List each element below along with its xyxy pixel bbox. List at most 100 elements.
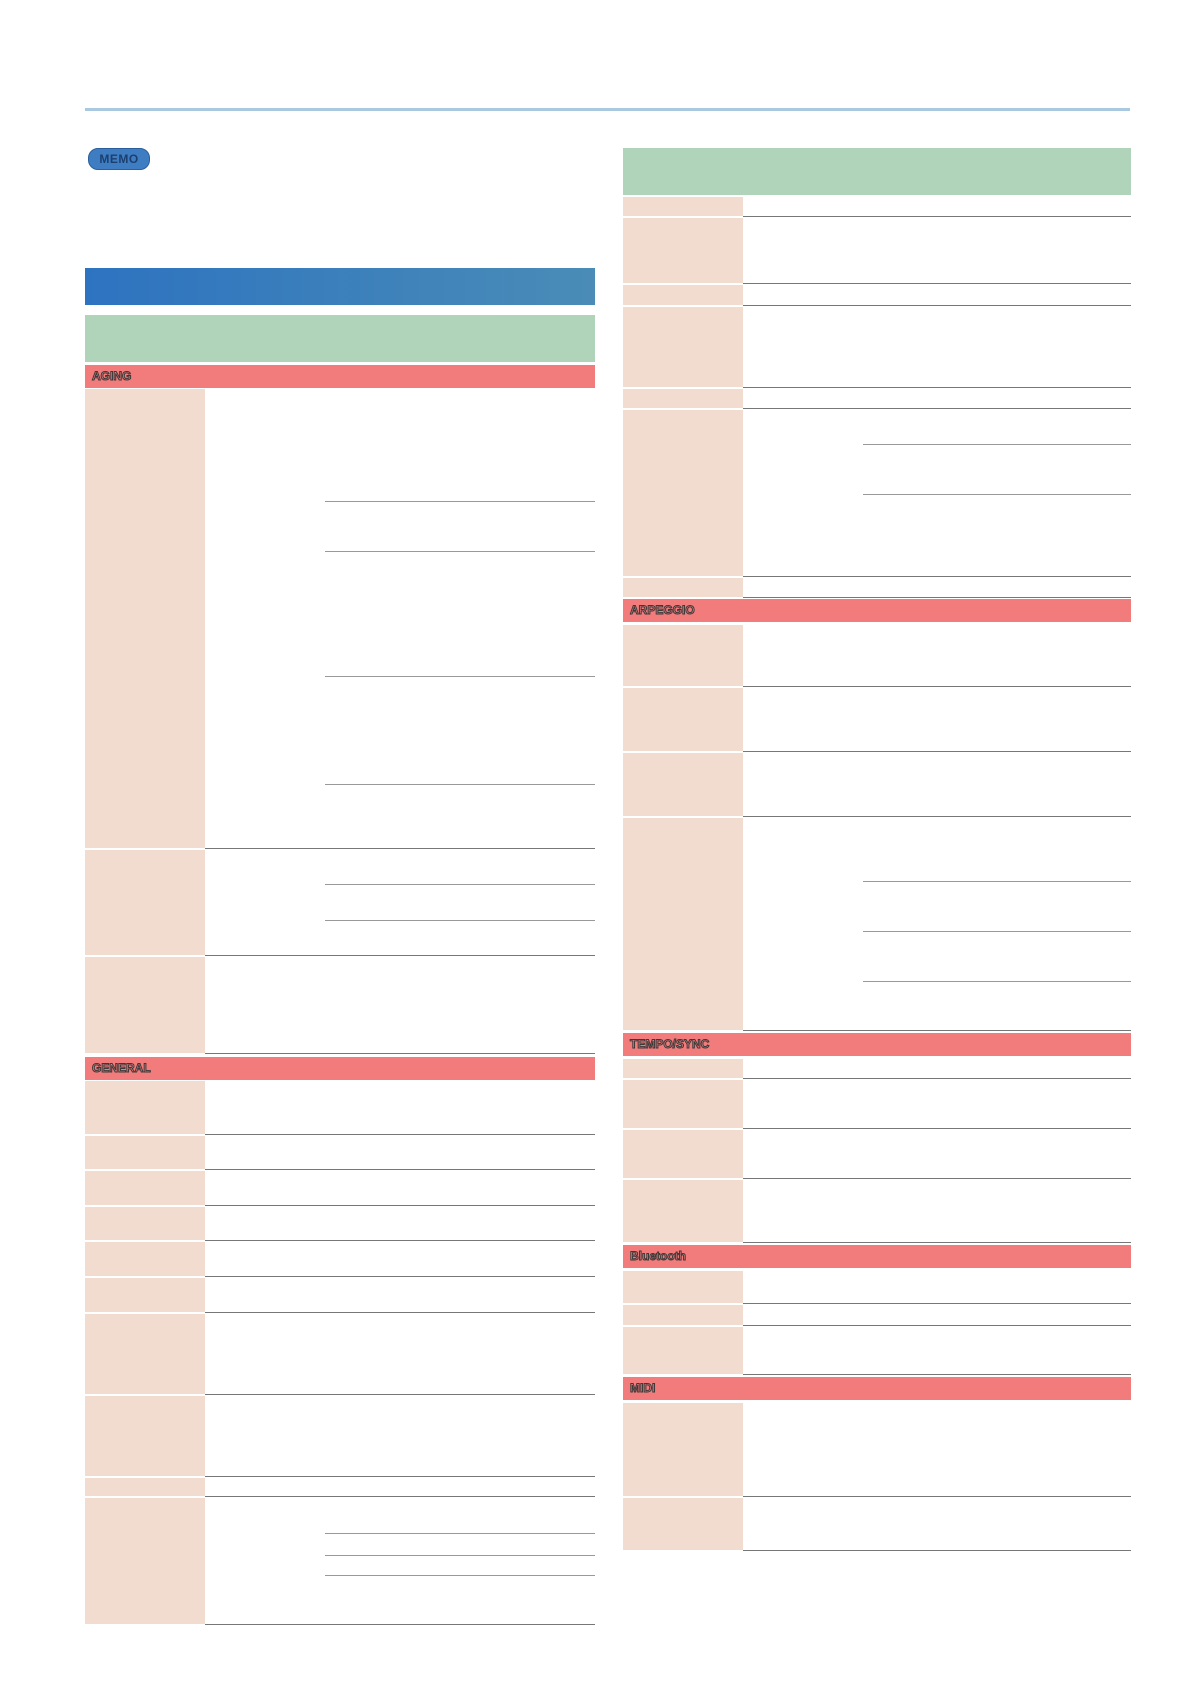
table-row <box>85 1396 595 1477</box>
row-divider <box>205 1624 595 1625</box>
row-divider <box>205 1169 595 1170</box>
row-divider <box>743 576 1131 577</box>
table-row <box>623 389 1131 409</box>
parameter-name-cell <box>623 1180 743 1242</box>
row-divider <box>743 1128 1131 1129</box>
table-row <box>85 1242 595 1277</box>
section-midi: MIDI <box>623 1377 1131 1400</box>
table-row <box>623 753 1131 817</box>
parameter-name-cell <box>623 197 743 216</box>
sub-row-divider <box>863 494 1131 495</box>
parameter-name-cell <box>623 688 743 751</box>
parameter-name-cell <box>85 1081 205 1134</box>
row-divider <box>205 1476 595 1477</box>
table-row <box>623 1080 1131 1129</box>
parameter-name-cell <box>85 1278 205 1312</box>
row-divider <box>743 305 1131 306</box>
row-divider <box>743 1178 1131 1179</box>
table-row <box>623 1271 1131 1304</box>
section-aging: AGING <box>85 365 595 388</box>
table-row <box>85 1136 595 1170</box>
row-divider <box>743 1078 1131 1079</box>
sub-row-divider <box>863 981 1131 982</box>
parameter-name-cell <box>623 753 743 816</box>
sub-row-divider <box>325 1533 595 1534</box>
table-row <box>623 1498 1131 1551</box>
row-divider <box>743 1242 1131 1243</box>
table-row <box>85 1314 595 1395</box>
sub-row-divider <box>325 920 595 921</box>
parameter-name-cell <box>623 285 743 305</box>
table-row <box>85 1171 595 1206</box>
sub-row-divider <box>325 884 595 885</box>
row-divider <box>205 1134 595 1135</box>
parameter-name-cell <box>623 1080 743 1128</box>
parameter-name-cell <box>623 1498 743 1550</box>
table-header-left <box>85 315 595 362</box>
parameter-name-cell <box>623 578 743 597</box>
table-row <box>623 1327 1131 1375</box>
table-row <box>623 1059 1131 1079</box>
parameter-name-cell <box>623 1271 743 1303</box>
row-divider <box>205 1394 595 1395</box>
row-divider <box>743 408 1131 409</box>
row-divider <box>743 216 1131 217</box>
row-divider <box>205 955 595 956</box>
row-divider <box>743 1325 1131 1326</box>
row-divider <box>205 1312 595 1313</box>
parameter-name-cell <box>85 1171 205 1205</box>
parameter-name-cell <box>85 850 205 955</box>
row-divider <box>743 1550 1131 1551</box>
table-row <box>623 1180 1131 1243</box>
table-row <box>85 1207 595 1241</box>
table-row <box>85 1081 595 1135</box>
row-divider <box>743 1030 1131 1031</box>
table-row <box>85 1278 595 1313</box>
table-row <box>623 307 1131 388</box>
table-row <box>623 410 1131 577</box>
row-divider <box>743 686 1131 687</box>
parameter-name-cell <box>85 1396 205 1476</box>
parameter-name-cell <box>85 1136 205 1169</box>
row-divider <box>743 1374 1131 1375</box>
sub-row-divider <box>863 931 1131 932</box>
row-divider <box>743 387 1131 388</box>
table-row <box>623 197 1131 217</box>
row-divider <box>743 816 1131 817</box>
table-row <box>85 850 595 956</box>
sub-row-divider <box>325 784 595 785</box>
row-divider <box>205 1240 595 1241</box>
table-row <box>623 218 1131 284</box>
parameter-name-cell <box>623 307 743 387</box>
row-divider <box>205 1276 595 1277</box>
section-arpeggio: ARPEGGIO <box>623 599 1131 622</box>
table-row <box>85 1478 595 1497</box>
parameter-name-cell <box>623 1403 743 1496</box>
row-divider <box>743 283 1131 284</box>
section-banner <box>85 268 595 305</box>
parameter-name-cell <box>623 218 743 283</box>
table-row <box>85 1498 595 1625</box>
row-divider <box>743 1496 1131 1497</box>
row-divider <box>743 597 1131 598</box>
parameter-name-cell <box>85 1242 205 1276</box>
table-row <box>85 957 595 1054</box>
section-tempo-sync: TEMPO/SYNC <box>623 1033 1131 1056</box>
table-row <box>623 1403 1131 1497</box>
parameter-name-cell <box>623 818 743 1030</box>
sub-row-divider <box>325 1575 595 1576</box>
table-header-right <box>623 148 1131 195</box>
sub-row-divider <box>325 501 595 502</box>
parameter-name-cell <box>623 389 743 408</box>
sub-row-divider <box>863 444 1131 445</box>
table-row <box>623 285 1131 306</box>
row-divider <box>743 1303 1131 1304</box>
sub-row-divider <box>325 551 595 552</box>
parameter-name-cell <box>85 389 205 848</box>
row-divider <box>205 1205 595 1206</box>
row-divider <box>205 848 595 849</box>
section-bluetooth: Bluetooth <box>623 1245 1131 1268</box>
sub-row-divider <box>325 1555 595 1556</box>
parameter-name-cell <box>623 1305 743 1325</box>
parameter-name-cell <box>85 1207 205 1240</box>
